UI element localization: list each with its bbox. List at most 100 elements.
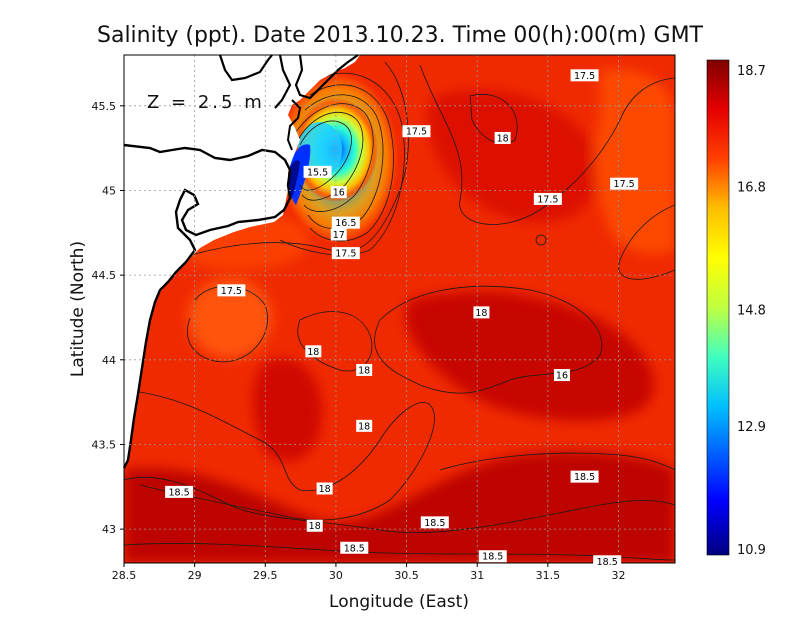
contour-label: 17.5 — [533, 192, 562, 205]
contour-label-text: 18.5 — [424, 518, 445, 529]
low-salinity-area-northeast — [594, 69, 675, 254]
contour-label-text: 17.5 — [335, 249, 356, 260]
x-tick-label: 30.5 — [394, 569, 419, 582]
contour-label-box — [356, 419, 373, 432]
contour-label: 17.5 — [331, 247, 360, 260]
contour-label-text: 18 — [475, 308, 487, 319]
contour-small-ring — [535, 234, 547, 246]
contour-label-box — [570, 69, 599, 82]
y-tick-label: 44.5 — [92, 269, 117, 282]
contour-east-175 — [618, 204, 675, 280]
contour-north-18 — [469, 94, 518, 145]
y-tick-label: 43.5 — [92, 438, 117, 451]
x-tick-label: 32 — [611, 569, 625, 582]
contour-label: 17 — [330, 228, 347, 241]
colorbar-bar — [706, 59, 730, 556]
chart-title: Salinity (ppt). Date 2013.10.23. Time 00… — [97, 23, 704, 48]
contour-label: 16 — [330, 186, 347, 199]
contour-label-box — [473, 306, 490, 319]
x-tick-label: 31 — [470, 569, 484, 582]
colorbar-labels: 18.7 16.8 14.8 12.9 10.9 — [737, 64, 766, 558]
contour-label-text: 18 — [497, 133, 509, 144]
contour-south-185 — [124, 476, 675, 534]
high-salinity-area-east — [405, 291, 655, 421]
contour-label-text: 18 — [307, 347, 319, 358]
contour-label-box — [330, 228, 347, 241]
contour-label-box — [305, 345, 322, 358]
plume-inner — [298, 122, 342, 178]
contour-label: 17.5 — [402, 125, 431, 138]
contour-label: 17.5 — [570, 69, 599, 82]
colorbar-tick-label: 12.9 — [737, 420, 766, 435]
contour-label-text: 18 — [309, 521, 321, 532]
contour-label-box — [306, 519, 323, 532]
contour-label-box — [478, 550, 507, 563]
plot-frame — [123, 54, 676, 564]
contour-label-box — [303, 165, 332, 178]
coastline-north — [218, 54, 359, 109]
contour-label: 18 — [356, 419, 373, 432]
contour-label: 16.5 — [331, 216, 360, 229]
x-axis-label: Longitude (East) — [329, 592, 469, 612]
contour-label: 18.5 — [570, 470, 599, 483]
contour-label-box — [610, 177, 639, 190]
plume-core — [289, 144, 311, 205]
contour-plume-3 — [295, 103, 374, 212]
contour-label-text: 18 — [358, 421, 370, 432]
contour-label-text: 18.5 — [574, 472, 595, 483]
x-tick-label: 28.5 — [112, 569, 137, 582]
land — [122, 54, 360, 470]
contour-lines — [124, 61, 675, 561]
contour-label-box — [402, 125, 431, 138]
colorbar-tick-label: 18.7 — [737, 64, 766, 79]
contour-label-text: 17.5 — [537, 194, 558, 205]
y-tick-label: 45 — [102, 184, 116, 197]
contour-label-text: 16 — [556, 371, 568, 382]
contour-label: 18 — [305, 345, 322, 358]
contour-east-18 — [374, 285, 603, 394]
colorbar-tick-label: 16.8 — [737, 181, 766, 196]
contour-label-text: 18.5 — [482, 552, 503, 563]
contour-label: 18.5 — [165, 485, 194, 498]
contour-label: 18.5 — [420, 516, 449, 529]
high-salinity-area-center — [253, 358, 322, 462]
x-tick-label: 29.5 — [253, 569, 278, 582]
plot-area — [124, 55, 675, 563]
y-tick-label: 43 — [102, 523, 116, 536]
contour-label-box — [533, 192, 562, 205]
y-tick-label: 44 — [102, 354, 116, 367]
contour-label-text: 15.5 — [307, 167, 328, 178]
land-mass — [124, 55, 360, 470]
contour-label: 15.5 — [303, 165, 332, 178]
contour-label-text: 17 — [333, 230, 345, 241]
colorbar-tick-label: 14.8 — [737, 304, 766, 319]
x-axis-ticks: 28.5 29 29.5 30 30.5 31 31.5 32 — [112, 563, 625, 582]
contour-label: 18.5 — [593, 555, 622, 568]
coastline — [122, 143, 292, 469]
contour-label-box — [553, 369, 570, 382]
contour-label-box — [330, 186, 347, 199]
contour-label-text: 18.5 — [344, 543, 365, 554]
contour-label-box — [494, 131, 511, 144]
coastline-liman — [286, 99, 302, 151]
contour-label-text: 18 — [319, 484, 331, 495]
x-tick-label: 29 — [188, 569, 202, 582]
contour-label: 18 — [494, 131, 511, 144]
contour-label-box — [593, 555, 622, 568]
contour-label-text: 17.5 — [406, 127, 427, 138]
contour-coast-175 — [174, 61, 409, 261]
contour-label-text: 17.5 — [221, 286, 242, 297]
colorbar-tick-label: 10.9 — [737, 543, 766, 558]
high-salinity-area-south — [124, 451, 675, 563]
contour-label-box — [316, 482, 333, 495]
contour-label-text: 18.5 — [597, 557, 618, 568]
x-tick-label: 31.5 — [536, 569, 561, 582]
x-tick-label: 30 — [329, 569, 343, 582]
depth-label: Z = 2.5 m — [147, 92, 265, 113]
contour-label: 17.5 — [610, 177, 639, 190]
contour-label-box — [570, 470, 599, 483]
contour-label: 18 — [473, 306, 490, 319]
grid — [124, 55, 675, 563]
contour-label-text: 18.5 — [169, 487, 190, 498]
